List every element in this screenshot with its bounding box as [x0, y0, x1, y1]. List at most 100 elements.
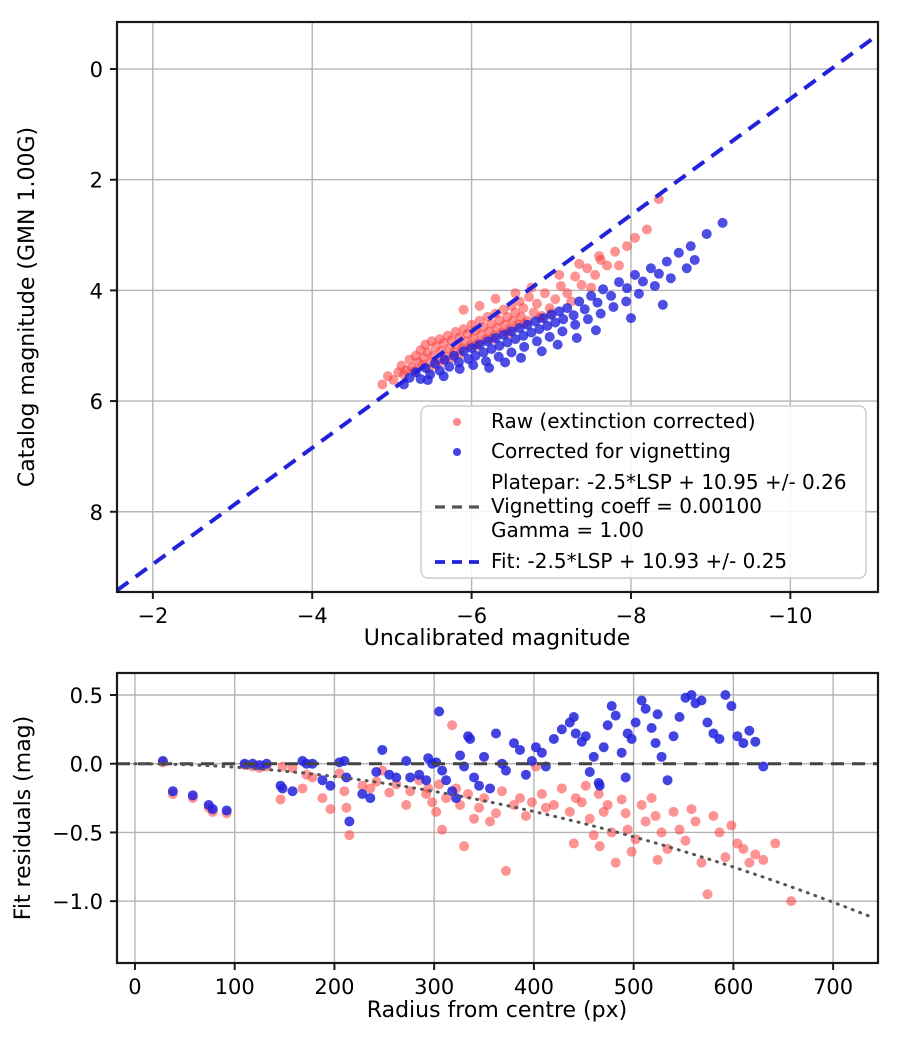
bottom-fit-lines	[117, 762, 878, 920]
data-point	[614, 260, 625, 271]
data-point	[645, 263, 656, 274]
fit-line	[115, 33, 880, 592]
data-point	[454, 363, 465, 374]
data-point	[626, 846, 637, 857]
data-point	[570, 728, 581, 739]
data-point	[508, 738, 519, 749]
data-point	[365, 783, 376, 794]
data-point	[557, 326, 568, 337]
data-point	[439, 354, 450, 365]
data-point	[502, 337, 513, 348]
tick-label: 0.5	[70, 684, 103, 708]
data-point	[582, 263, 593, 274]
data-point	[720, 852, 731, 863]
data-point	[485, 783, 496, 794]
data-point	[652, 854, 663, 865]
data-point	[357, 788, 368, 799]
data-point	[702, 717, 713, 728]
data-point	[474, 300, 485, 311]
data-point	[750, 736, 761, 747]
data-point	[441, 775, 452, 786]
data-point	[674, 824, 685, 835]
data-point	[438, 371, 449, 382]
data-point	[382, 371, 393, 382]
data-point	[668, 806, 679, 817]
series-corrected-for-vignetting	[157, 689, 769, 827]
data-point	[637, 276, 648, 287]
data-point	[536, 747, 547, 758]
data-point	[758, 854, 769, 865]
data-point	[536, 788, 547, 799]
tick-label: 200	[314, 975, 354, 999]
data-point	[275, 794, 286, 805]
data-point	[584, 813, 595, 824]
data-point	[431, 806, 442, 817]
data-point	[621, 283, 632, 294]
legend-label: Gamma = 1.00	[491, 518, 644, 542]
data-point	[568, 711, 579, 722]
top-y-ticks: 0 2 4 6 8	[90, 58, 117, 525]
data-point	[661, 256, 672, 267]
data-point	[696, 695, 707, 706]
data-point	[786, 896, 797, 907]
data-point	[470, 350, 481, 361]
data-point	[650, 738, 661, 749]
data-point	[498, 329, 509, 340]
data-point	[641, 224, 652, 235]
data-point	[616, 747, 627, 758]
data-point	[657, 299, 668, 310]
data-point	[588, 830, 599, 841]
data-point	[506, 347, 517, 358]
data-point	[554, 306, 565, 317]
tick-label: 700	[813, 975, 853, 999]
data-point	[422, 375, 433, 386]
data-point	[673, 247, 684, 258]
data-point	[530, 316, 541, 327]
data-point	[287, 786, 298, 797]
data-point	[593, 788, 604, 799]
data-point	[570, 271, 581, 282]
data-point	[594, 780, 605, 791]
top-xaxis-title: Uncalibrated magnitude	[364, 626, 630, 651]
data-point	[444, 361, 455, 372]
data-point	[744, 725, 755, 736]
data-point	[586, 290, 597, 301]
data-point	[574, 258, 585, 269]
data-point	[491, 728, 501, 739]
tick-label: −10	[768, 604, 812, 628]
bottom-axes-frame	[115, 671, 880, 965]
data-point	[341, 772, 352, 783]
data-point	[717, 217, 728, 228]
legend-rows: Raw (extinction corrected) Corrected for …	[435, 409, 847, 573]
data-point	[629, 232, 640, 243]
data-point	[437, 765, 448, 776]
data-point	[490, 293, 501, 304]
data-point	[339, 786, 350, 797]
data-point	[519, 341, 530, 352]
data-point	[594, 251, 605, 262]
photometric-calibration-axes: −2 −4 −6 −8 −10 0 2 4 6 8 Uncalibrated magnitude…	[15, 20, 880, 651]
top-scatter-points	[377, 194, 728, 390]
data-point	[686, 689, 697, 700]
data-point	[562, 303, 573, 314]
data-point	[621, 296, 632, 307]
data-point	[714, 733, 725, 744]
data-point	[523, 292, 534, 303]
data-point	[500, 865, 511, 876]
data-point	[744, 857, 755, 868]
data-point	[518, 303, 529, 314]
data-point	[758, 761, 769, 772]
data-point	[510, 288, 521, 299]
top-fit-lines	[115, 33, 880, 592]
data-point	[555, 280, 566, 291]
data-point	[474, 339, 485, 350]
data-point	[576, 279, 587, 290]
data-point	[602, 799, 613, 810]
data-point	[630, 717, 641, 728]
data-point	[297, 783, 308, 794]
data-point	[377, 744, 388, 755]
data-point	[594, 841, 605, 852]
data-point	[427, 797, 438, 808]
data-point	[640, 703, 651, 714]
data-point	[516, 352, 527, 363]
